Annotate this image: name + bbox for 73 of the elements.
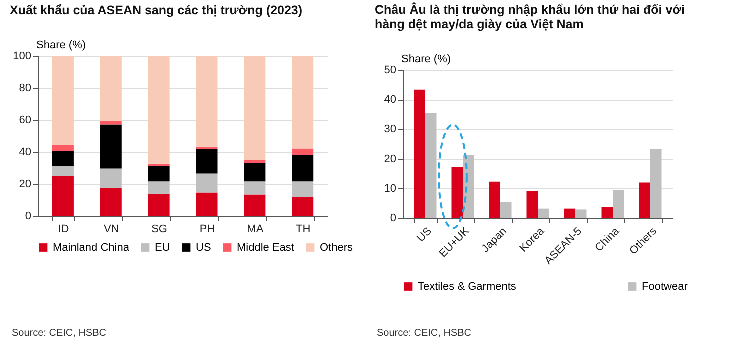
bar (452, 167, 463, 218)
bar (244, 56, 266, 160)
bar (292, 196, 314, 216)
bar (526, 191, 538, 218)
y-tick-label: 40 (384, 94, 396, 106)
bar (292, 182, 314, 197)
legend-label: Textiles & Garments (418, 280, 517, 293)
bar (426, 113, 437, 218)
source-note: Source: CEIC, HSBC (12, 328, 106, 339)
bar (148, 164, 170, 167)
chart-title: Xuất khẩu của ASEAN sang các thị trường (2023) (10, 4, 303, 18)
x-tick-label: US (415, 226, 434, 245)
bar (244, 160, 266, 164)
bar (196, 146, 218, 150)
legend-label: EU (155, 242, 170, 254)
bar (196, 174, 218, 193)
bar (650, 149, 662, 218)
bar (292, 155, 314, 182)
y-tick-label: 40 (19, 146, 32, 158)
legend-label: Middle East (237, 242, 294, 254)
y-tick-label: 50 (384, 64, 396, 76)
bar (639, 182, 650, 218)
x-tick-label: VN (104, 224, 120, 236)
bar (292, 148, 314, 156)
bar (196, 56, 218, 147)
y-tick-label: 20 (19, 178, 32, 190)
y-axis-title: Share (%) (402, 54, 452, 66)
bar (244, 194, 266, 216)
bar (148, 166, 170, 182)
y-tick-label: 80 (19, 82, 32, 94)
bar (52, 166, 74, 176)
bar (538, 208, 550, 218)
bar (100, 188, 122, 216)
x-tick-label: TH (296, 224, 311, 236)
x-tick-label: ID (58, 224, 70, 236)
y-tick-label: 30 (384, 124, 396, 136)
y-tick-label: 60 (19, 114, 32, 126)
bar (244, 182, 266, 195)
y-tick-label: 100 (13, 50, 32, 62)
bar (100, 120, 122, 125)
legend-label: Footwear (642, 280, 688, 293)
x-tick-label: MA (247, 224, 264, 236)
bar (52, 145, 74, 152)
bar (52, 56, 74, 146)
bar (148, 56, 170, 164)
bar (52, 151, 74, 166)
legend-label: Mainland China (53, 242, 130, 254)
y-tick-label: 0 (25, 210, 32, 222)
bar (500, 202, 512, 218)
bar (100, 124, 122, 169)
source-note: Source: CEIC, HSBC (377, 328, 472, 339)
bar (148, 182, 170, 194)
bar (100, 56, 122, 121)
bar (196, 192, 218, 216)
bar (196, 149, 218, 174)
bar (100, 168, 122, 188)
bar (489, 182, 500, 218)
y-tick-label: 10 (384, 182, 396, 195)
chart-title: Châu Âu là thị trường nhập khẩu lớn thứ hai đối với hàng dệt may/da giày của Việt Nam (375, 2, 686, 32)
bar (576, 210, 587, 218)
bar (602, 207, 613, 218)
y-tick-label: 0 (390, 212, 396, 224)
y-tick-label: 20 (384, 153, 396, 166)
bar (414, 90, 426, 218)
bar (244, 164, 266, 182)
bar (148, 194, 170, 216)
bar (613, 190, 624, 218)
x-tick-label: PH (200, 224, 216, 236)
x-tick-label: SG (152, 224, 168, 236)
bar (52, 176, 74, 216)
bar (564, 208, 576, 218)
y-axis-title: Share (%) (36, 40, 86, 52)
bar (292, 56, 314, 149)
